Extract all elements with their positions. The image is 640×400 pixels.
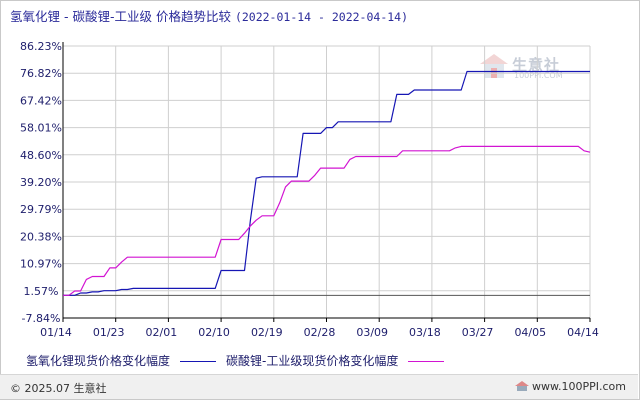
x-tick-label: 04/05 xyxy=(514,326,546,339)
watermark-url: 100PPI.COM xyxy=(514,71,563,80)
y-tick-label: 58.01% xyxy=(20,122,62,135)
x-tick-label: 03/27 xyxy=(462,326,494,339)
legend-series-2: 碳酸锂-工业级现货价格变化幅度 xyxy=(226,352,445,369)
footer-bar: © 2025.07 生意社 www.100PPI.com xyxy=(0,374,638,399)
x-tick-label: 02/19 xyxy=(251,326,283,339)
footer-site-url: www.100PPI.com xyxy=(532,380,626,393)
y-tick-label: 20.38% xyxy=(20,230,62,243)
x-tick-label: 03/09 xyxy=(356,326,388,339)
y-tick-label: 67.42% xyxy=(20,94,62,107)
y-tick-label: 76.82% xyxy=(20,67,62,80)
y-tick-label: 48.60% xyxy=(20,149,62,162)
legend-label-series-2: 碳酸锂-工业级现货价格变化幅度 xyxy=(226,354,399,368)
y-tick-label: 1.57% xyxy=(24,285,59,298)
y-tick-label: 10.97% xyxy=(20,258,62,271)
y-tick-label: 86.23% xyxy=(20,40,62,53)
x-tick-label: 01/23 xyxy=(93,326,125,339)
watermark-name: 生意社 xyxy=(512,56,561,74)
footer-site: www.100PPI.com xyxy=(515,380,626,393)
legend-swatch-series-1 xyxy=(180,361,217,362)
series-line-2 xyxy=(63,145,591,296)
x-tick-label: 04/14 xyxy=(567,326,599,339)
y-tick-label: -7.84% xyxy=(22,312,61,325)
ppi-mini-logo-icon xyxy=(515,381,530,391)
chart-title: 氢氧化锂 - 碳酸锂-工业级 价格趋势比较 (2022-01-14 - 2022… xyxy=(10,6,408,25)
x-tick-label: 02/10 xyxy=(198,326,230,339)
watermark: 生意社 100PPI.COM xyxy=(478,52,578,82)
legend-series-1: 氢氧化锂现货价格变化幅度 xyxy=(26,352,217,369)
chart-title-main: 氢氧化锂 - 碳酸锂-工业级 价格趋势比较 xyxy=(10,9,231,24)
legend-label-series-1: 氢氧化锂现货价格变化幅度 xyxy=(26,354,171,368)
legend-swatch-series-2 xyxy=(408,361,445,362)
x-tick-label: 02/01 xyxy=(146,326,178,339)
y-tick-label: 39.20% xyxy=(20,176,62,189)
chart-title-range: (2022-01-14 - 2022-04-14) xyxy=(234,10,409,24)
x-tick-label: 03/18 xyxy=(409,326,441,339)
x-tick-label: 02/28 xyxy=(304,326,336,339)
footer-copyright: © 2025.07 生意社 xyxy=(10,382,107,395)
x-tick-label: 01/14 xyxy=(40,326,72,339)
y-tick-label: 29.79% xyxy=(20,203,62,216)
series-line-1 xyxy=(63,70,590,296)
